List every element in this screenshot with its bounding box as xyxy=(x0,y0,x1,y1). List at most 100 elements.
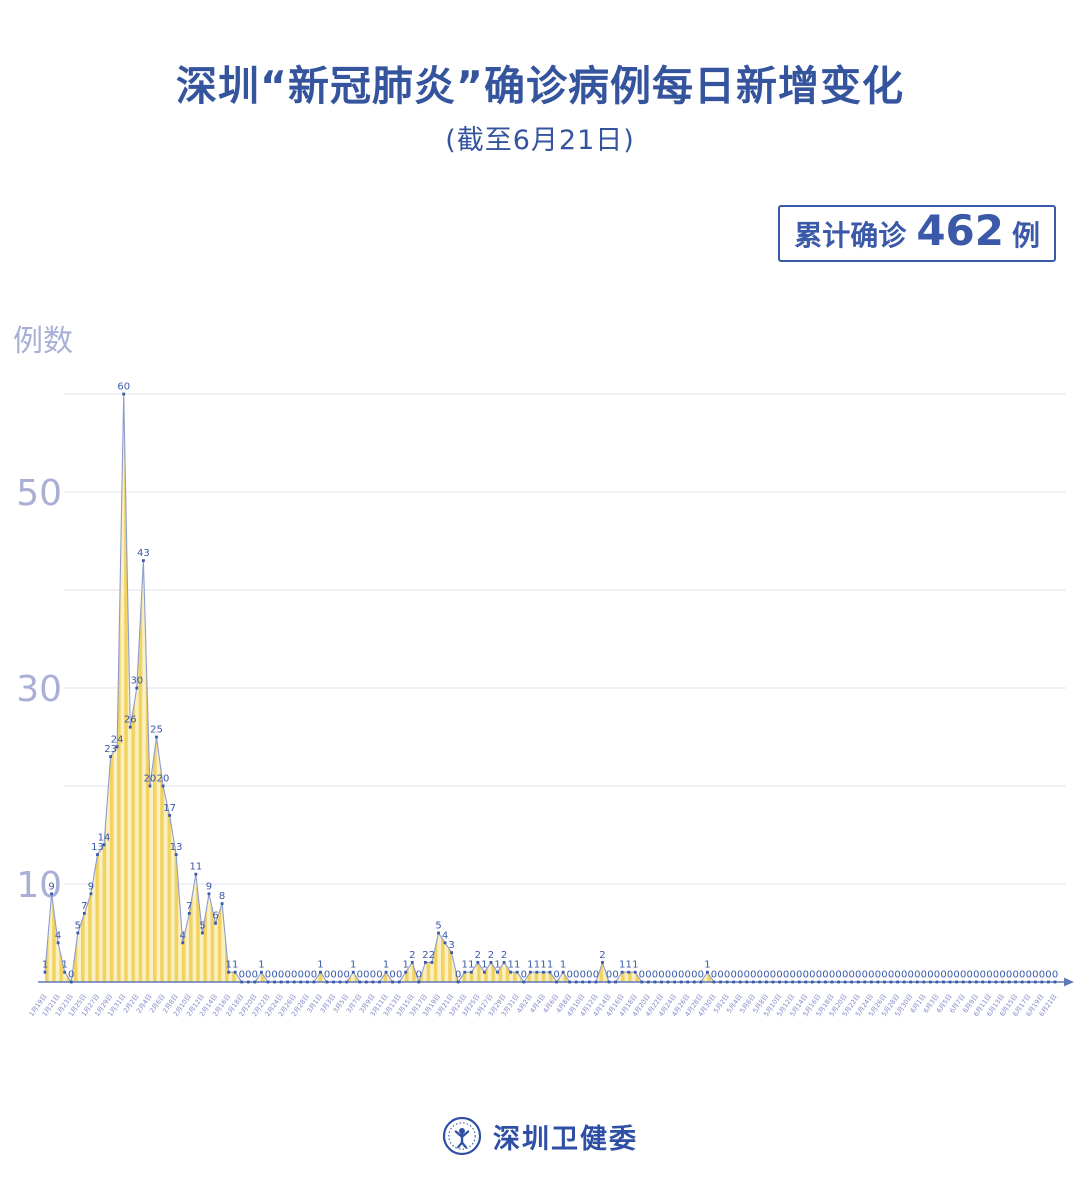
value-label: 0 xyxy=(875,970,881,981)
data-point xyxy=(633,970,637,974)
value-label: 0 xyxy=(921,970,927,981)
data-point xyxy=(627,970,631,974)
value-label: 0 xyxy=(691,970,697,981)
value-label: 0 xyxy=(291,970,297,981)
value-label: 1 xyxy=(514,960,520,971)
data-point xyxy=(476,961,480,964)
value-label: 0 xyxy=(940,970,946,981)
value-label: 0 xyxy=(1019,970,1025,981)
value-label: 0 xyxy=(809,970,815,981)
data-point xyxy=(666,980,670,984)
data-point xyxy=(804,980,808,984)
value-label: 11 xyxy=(189,862,202,873)
value-label: 0 xyxy=(934,970,940,981)
data-point xyxy=(889,980,893,984)
data-point xyxy=(483,970,486,974)
data-point xyxy=(738,980,742,984)
cumulative-total-badge: 累计确诊 462 例 xyxy=(778,205,1056,262)
badge-suffix: 例 xyxy=(1011,219,1040,252)
data-point xyxy=(856,980,860,984)
value-label: 23 xyxy=(104,744,117,755)
data-point xyxy=(528,970,532,974)
value-label: 0 xyxy=(803,970,809,981)
value-label: 1 xyxy=(403,960,409,971)
value-label: 2 xyxy=(475,950,481,961)
data-point xyxy=(561,970,565,974)
data-point xyxy=(430,961,434,964)
data-point xyxy=(548,970,552,974)
value-label: 0 xyxy=(324,970,330,981)
value-label: 7 xyxy=(186,901,192,912)
data-point xyxy=(646,980,650,984)
data-point xyxy=(456,980,460,984)
value-label: 0 xyxy=(763,970,769,981)
data-point xyxy=(187,912,191,915)
data-point xyxy=(909,980,913,984)
data-point xyxy=(568,980,572,984)
data-point xyxy=(96,853,99,856)
value-label: 0 xyxy=(796,970,802,981)
data-point xyxy=(299,980,303,984)
value-label: 9 xyxy=(48,881,54,892)
value-label: 13 xyxy=(170,842,183,853)
value-label: 13 xyxy=(91,842,104,853)
data-point xyxy=(922,980,926,984)
value-label: 1 xyxy=(61,960,67,971)
data-point xyxy=(928,980,932,984)
value-label: 0 xyxy=(711,970,717,981)
value-label: 0 xyxy=(927,970,933,981)
value-label: 0 xyxy=(757,970,763,981)
value-label: 1 xyxy=(527,960,533,971)
value-label: 1 xyxy=(317,960,323,971)
data-point xyxy=(82,912,86,915)
data-point xyxy=(850,980,854,984)
value-label: 20 xyxy=(144,774,157,785)
data-point xyxy=(712,980,716,984)
data-point xyxy=(391,980,394,984)
value-label: 0 xyxy=(789,970,795,981)
value-label: 30 xyxy=(130,676,143,687)
value-label: 1 xyxy=(560,960,566,971)
data-point xyxy=(246,980,250,984)
value-label: 0 xyxy=(822,970,828,981)
value-label: 1 xyxy=(42,960,48,971)
value-label: 0 xyxy=(1012,970,1018,981)
data-point xyxy=(319,970,322,974)
data-point xyxy=(594,980,598,984)
value-label: 9 xyxy=(206,881,212,892)
data-point xyxy=(896,980,899,984)
value-label: 1 xyxy=(481,960,487,971)
footer-org-name: 深圳卫健委 xyxy=(493,1123,638,1155)
value-label: 0 xyxy=(849,970,855,981)
data-point xyxy=(305,980,309,984)
value-label: 0 xyxy=(376,970,382,981)
data-point xyxy=(981,980,985,984)
data-point xyxy=(745,980,749,984)
value-label: 0 xyxy=(816,970,822,981)
value-label: 0 xyxy=(357,970,363,981)
value-label: 0 xyxy=(580,970,586,981)
value-label: 0 xyxy=(960,970,966,981)
y-tick-label: 50 xyxy=(16,473,62,514)
value-label: 0 xyxy=(573,970,579,981)
data-point xyxy=(496,970,499,974)
data-point xyxy=(653,980,657,984)
value-label: 8 xyxy=(219,891,225,902)
value-label: 1 xyxy=(468,960,474,971)
value-label: 0 xyxy=(311,970,317,981)
value-label: 1 xyxy=(232,960,238,971)
value-label: 0 xyxy=(593,970,599,981)
data-point xyxy=(141,559,145,562)
data-point xyxy=(640,980,644,984)
data-point xyxy=(148,784,152,788)
data-point xyxy=(942,980,945,984)
value-label: 0 xyxy=(862,970,868,981)
data-point xyxy=(279,980,283,984)
page-title: 深圳“新冠肺炎”确诊病例每日新增变化 xyxy=(176,62,904,110)
data-point xyxy=(974,980,978,984)
data-point xyxy=(220,902,224,905)
data-point xyxy=(719,980,722,984)
data-point xyxy=(115,745,119,749)
value-label: 24 xyxy=(111,734,124,745)
